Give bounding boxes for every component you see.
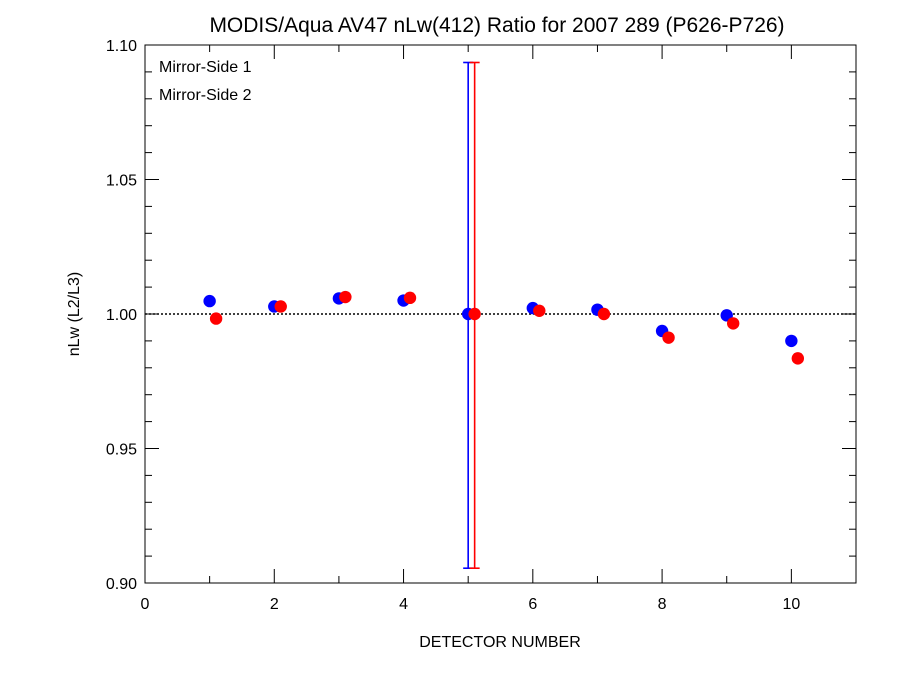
data-point-series-2 (533, 304, 546, 317)
data-point-series-2 (339, 290, 352, 304)
data-point-series-2 (403, 291, 417, 305)
plot-frame (144, 44, 857, 584)
x-tick-label: 2 (270, 596, 279, 613)
data-points (203, 290, 805, 365)
chart-title: MODIS/Aqua AV47 nLw(412) Ratio for 2007 … (209, 14, 784, 37)
x-tick-label: 8 (658, 596, 667, 613)
x-tick-label: 4 (399, 596, 408, 613)
legend: Mirror-Side 1 Mirror-Side 2 (159, 59, 252, 104)
data-point-series-1 (785, 334, 798, 348)
y-tick-label: 1.10 (106, 38, 137, 55)
y-tick-label: 1.05 (106, 173, 137, 190)
legend-item-mirror-side-1: Mirror-Side 1 (159, 59, 252, 76)
data-point-series-2 (662, 331, 675, 344)
x-axis-label: DETECTOR NUMBER (419, 634, 581, 651)
data-point-series-2 (791, 352, 805, 365)
y-axis-label: nLw (L2/L3) (66, 272, 83, 357)
x-tick-label: 10 (782, 596, 800, 613)
data-point-series-2 (468, 307, 481, 321)
data-point-series-2 (726, 317, 740, 330)
data-point-series-2 (597, 307, 611, 321)
data-point-series-1 (203, 294, 216, 308)
data-point-series-2 (209, 312, 223, 325)
ticks-layer: 0 2 4 6 8 10 0.90 0.95 1.00 1.05 1.10 (106, 38, 857, 613)
y-tick-label: 1.00 (106, 307, 137, 324)
y-tick-label: 0.90 (106, 576, 137, 593)
x-tick-label: 0 (141, 596, 150, 613)
legend-item-mirror-side-2: Mirror-Side 2 (159, 87, 252, 104)
x-tick-label: 6 (528, 596, 537, 613)
data-point-series-2 (274, 300, 287, 313)
y-tick-label: 0.95 (106, 442, 137, 459)
